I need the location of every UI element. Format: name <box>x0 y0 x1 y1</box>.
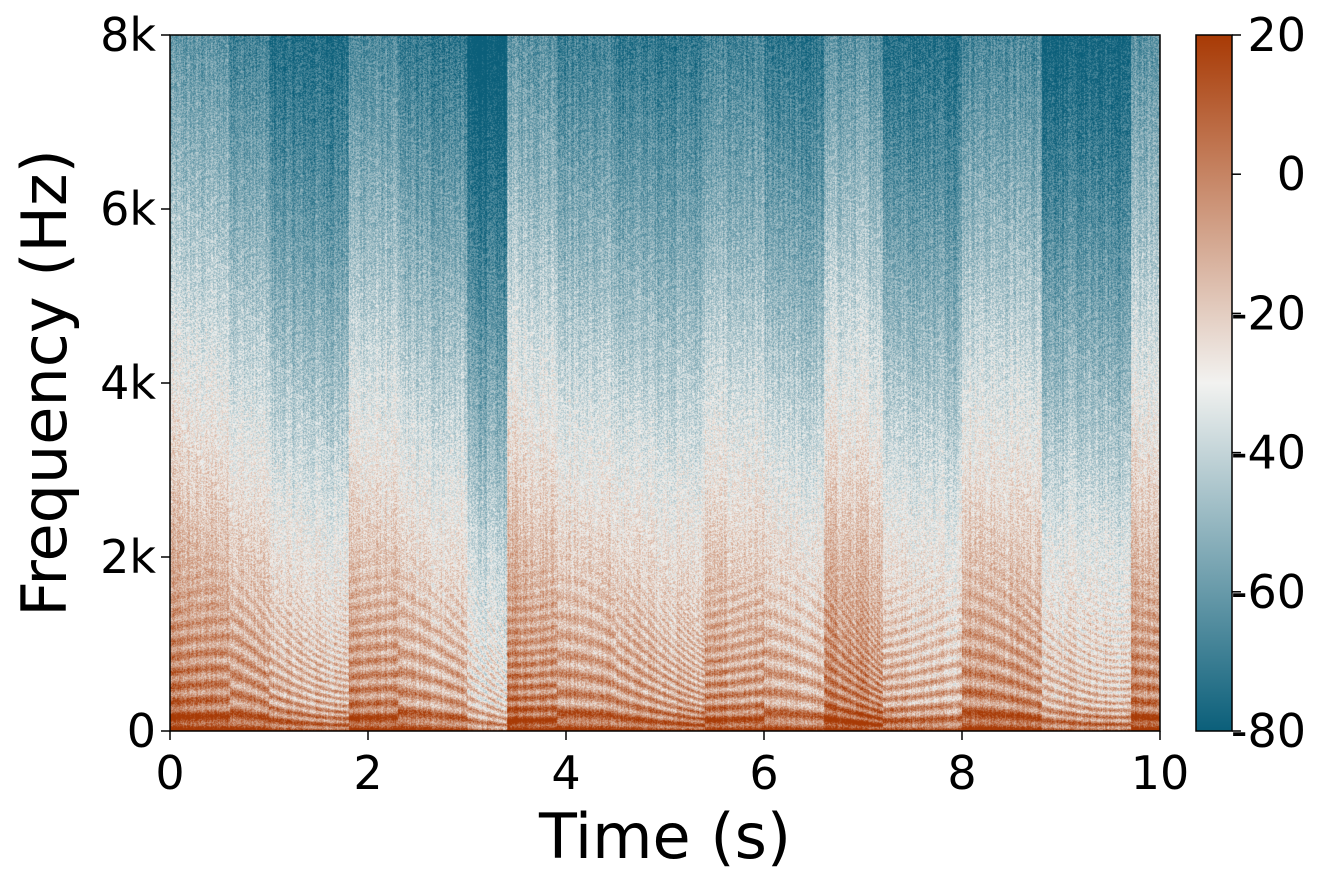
colorbar-tick-label: -40 <box>1231 426 1306 480</box>
colorbar-tick-label: 20 <box>1247 8 1306 62</box>
spectrogram-image <box>170 35 1160 731</box>
colorbar-tick-label: -60 <box>1231 565 1306 619</box>
y-tick-label: 2k <box>100 530 156 584</box>
y-tick-label: 6k <box>100 182 156 236</box>
colorbar-tick-label: -20 <box>1231 286 1306 340</box>
y-tick-label: 4k <box>100 356 156 410</box>
colorbar <box>1195 34 1233 732</box>
colorbar-tick-label: 0 <box>1277 147 1306 201</box>
x-tick-label: 0 <box>155 746 184 800</box>
x-tick-label: 8 <box>947 746 976 800</box>
y-tick-label: 0 <box>127 704 156 758</box>
colorbar-tick-label: -80 <box>1231 704 1306 758</box>
x-axis-title: Time (s) <box>538 800 791 873</box>
x-tick-label: 6 <box>749 746 778 800</box>
y-tick-label: 8k <box>100 8 156 62</box>
y-axis: 0 2k 4k 6k 8k <box>100 8 170 758</box>
y-axis-title: Frequency (Hz) <box>8 149 81 617</box>
x-axis: 0 2 4 6 8 10 <box>155 731 1189 800</box>
x-tick-label: 4 <box>551 746 580 800</box>
spectrogram-image-wrap <box>170 35 1160 731</box>
x-tick-label: 2 <box>353 746 382 800</box>
colorbar-axis: -80 -60 -40 -20 0 20 <box>1231 8 1306 758</box>
x-tick-label: 10 <box>1131 746 1190 800</box>
